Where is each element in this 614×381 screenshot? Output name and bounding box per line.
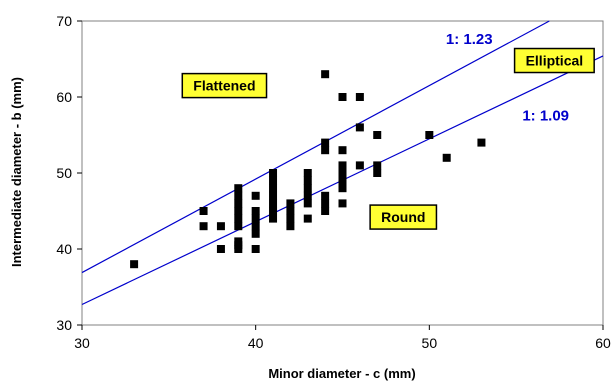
data-point <box>269 169 278 177</box>
data-point <box>321 138 330 147</box>
data-point <box>442 153 451 162</box>
data-point <box>303 199 312 208</box>
data-point <box>303 169 312 177</box>
y-tick-label: 40 <box>56 241 72 257</box>
data-point <box>286 214 295 223</box>
y-tick-label: 50 <box>56 165 72 181</box>
data-point <box>321 146 330 155</box>
data-point <box>286 222 295 231</box>
data-point <box>303 184 312 193</box>
data-point <box>216 245 225 253</box>
region-label-box <box>181 72 268 99</box>
data-point <box>234 199 243 208</box>
data-point <box>216 222 225 231</box>
region-label: Round <box>369 204 438 230</box>
data-point <box>269 207 278 215</box>
data-point <box>425 131 434 139</box>
data-point <box>477 138 486 147</box>
data-point <box>234 214 243 223</box>
region-label: Elliptical <box>513 47 595 74</box>
ratio-labels: 1: 1.23 1: 1.09 <box>446 31 569 125</box>
data-point <box>321 70 330 79</box>
data-point <box>234 207 243 215</box>
data-point <box>338 161 347 170</box>
data-point <box>286 207 295 215</box>
data-point <box>303 214 312 223</box>
region-label-text: Elliptical <box>526 53 584 69</box>
data-point <box>234 191 243 200</box>
data-point <box>373 161 382 170</box>
data-point <box>199 207 208 215</box>
region-label-text: Round <box>381 209 425 225</box>
x-axis-title: Minor diameter - c (mm) <box>268 366 415 381</box>
data-point <box>251 229 260 238</box>
data-point <box>234 237 243 246</box>
region-labels: Flattened Elliptical Round <box>181 47 595 230</box>
y-tick-label: 30 <box>56 317 72 333</box>
data-point <box>338 93 347 101</box>
data-point <box>130 260 139 269</box>
ratio-label: 1: 1.23 <box>446 31 493 48</box>
data-point <box>355 93 364 101</box>
region-label-box <box>513 47 595 74</box>
region-label-text: Flattened <box>193 78 255 94</box>
ratio-label: 1: 1.09 <box>522 108 569 125</box>
data-point <box>251 222 260 231</box>
data-point <box>321 207 330 215</box>
data-point <box>234 222 243 231</box>
y-axis-title: Intermediate diameter - b (mm) <box>9 77 24 267</box>
x-tick-label: 60 <box>595 335 611 351</box>
region-label: Flattened <box>181 72 268 99</box>
x-tick-label: 50 <box>422 335 438 351</box>
data-point <box>269 176 278 185</box>
data-points <box>130 70 486 269</box>
data-point <box>355 161 364 170</box>
data-point <box>373 169 382 177</box>
data-point <box>321 199 330 208</box>
y-axis: 30 40 50 60 70 <box>56 13 82 333</box>
data-point <box>269 199 278 208</box>
data-point <box>199 222 208 231</box>
data-point <box>355 123 364 132</box>
data-point <box>234 184 243 193</box>
x-tick-label: 30 <box>74 335 90 351</box>
data-point <box>338 169 347 177</box>
data-point <box>269 184 278 193</box>
data-point <box>286 199 295 208</box>
y-tick-label: 60 <box>56 89 72 105</box>
data-point <box>338 176 347 185</box>
data-point <box>251 245 260 253</box>
data-point <box>269 191 278 200</box>
data-point <box>269 214 278 223</box>
data-point <box>338 184 347 193</box>
data-point <box>373 131 382 139</box>
x-axis: 30 40 50 60 <box>74 325 611 351</box>
y-tick-label: 70 <box>56 13 72 29</box>
data-point <box>303 191 312 200</box>
data-point <box>338 199 347 208</box>
data-point <box>321 191 330 200</box>
data-point <box>251 214 260 223</box>
data-point <box>251 207 260 215</box>
x-tick-label: 40 <box>248 335 264 351</box>
reference-line <box>81 20 550 274</box>
data-point <box>251 191 260 200</box>
data-point <box>338 146 347 155</box>
region-label-box <box>369 204 438 230</box>
data-point <box>303 176 312 185</box>
